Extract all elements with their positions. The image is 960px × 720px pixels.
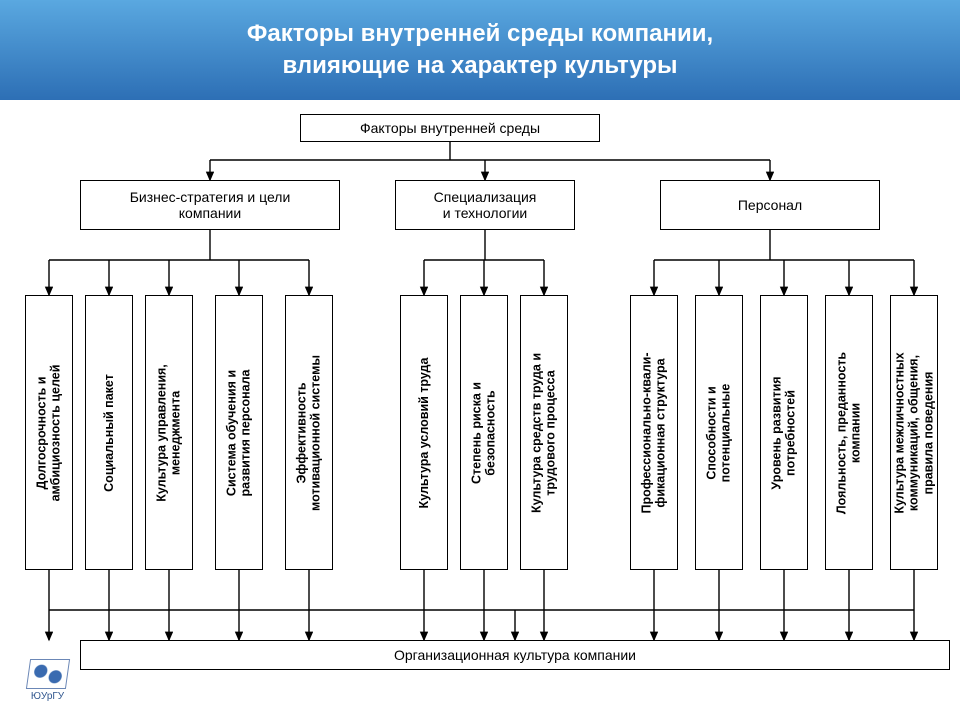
bottom-label: Организационная культура компании xyxy=(394,647,636,663)
leaf-label: Культура управления,менеджмента xyxy=(155,300,184,565)
leaf-node: Эффективностьмотивационной системы xyxy=(285,295,333,570)
mid-label: Персонал xyxy=(738,197,802,213)
logo-text: ЮУрГУ xyxy=(31,691,64,702)
leaf-label: Степень риска ибезопасность xyxy=(470,300,499,565)
root-node: Факторы внутренней среды xyxy=(300,114,600,142)
leaf-node: Долгосрочность иамбициозность целей xyxy=(25,295,73,570)
university-logo: ЮУрГУ xyxy=(20,659,75,702)
leaf-label: Профессионально-квали-фикационная структ… xyxy=(640,300,669,565)
leaf-node: Социальный пакет xyxy=(85,295,133,570)
logo-icon xyxy=(25,659,69,689)
org-diagram: Факторы внутренней среды Бизнес-стратеги… xyxy=(0,100,960,720)
leaf-node: Культура условий труда xyxy=(400,295,448,570)
leaf-label: Система обучения иразвития персонала xyxy=(225,300,254,565)
mid-node-personnel: Персонал xyxy=(660,180,880,230)
mid-node-specialization: Специализация и технологии xyxy=(395,180,575,230)
root-label: Факторы внутренней среды xyxy=(360,120,540,136)
leaf-label: Уровень развитияпотребностей xyxy=(770,300,799,565)
leaf-label: Культура средств труда итрудового процес… xyxy=(530,300,559,565)
leaf-node: Профессионально-квали-фикационная структ… xyxy=(630,295,678,570)
title-line1: Факторы внутренней среды компании, xyxy=(247,20,713,47)
title-line2: влияющие на характер культуры xyxy=(282,52,677,79)
leaf-label: Долгосрочность иамбициозность целей xyxy=(35,300,64,565)
leaf-label: Лояльность, преданностькомпании xyxy=(835,300,864,565)
leaf-node: Культура средств труда итрудового процес… xyxy=(520,295,568,570)
mid-node-strategy: Бизнес-стратегия и цели компании xyxy=(80,180,340,230)
leaf-node: Система обучения иразвития персонала xyxy=(215,295,263,570)
leaf-label: Культура межличностныхкоммуникаций, обще… xyxy=(892,300,935,565)
bottom-node: Организационная культура компании xyxy=(80,640,950,670)
mid-label: Бизнес-стратегия и цели компании xyxy=(130,189,291,221)
slide-title: Факторы внутренней среды компании, влияю… xyxy=(0,0,960,100)
leaf-node: Способности ипотенциальные xyxy=(695,295,743,570)
leaf-node: Лояльность, преданностькомпании xyxy=(825,295,873,570)
leaf-node: Уровень развитияпотребностей xyxy=(760,295,808,570)
leaf-node: Культура управления,менеджмента xyxy=(145,295,193,570)
leaf-label: Социальный пакет xyxy=(102,300,116,565)
leaf-label: Культура условий труда xyxy=(417,300,431,565)
leaf-label: Эффективностьмотивационной системы xyxy=(295,300,324,565)
leaf-node: Степень риска ибезопасность xyxy=(460,295,508,570)
leaf-label: Способности ипотенциальные xyxy=(705,300,734,565)
leaf-node: Культура межличностныхкоммуникаций, обще… xyxy=(890,295,938,570)
mid-label: Специализация и технологии xyxy=(434,189,537,221)
